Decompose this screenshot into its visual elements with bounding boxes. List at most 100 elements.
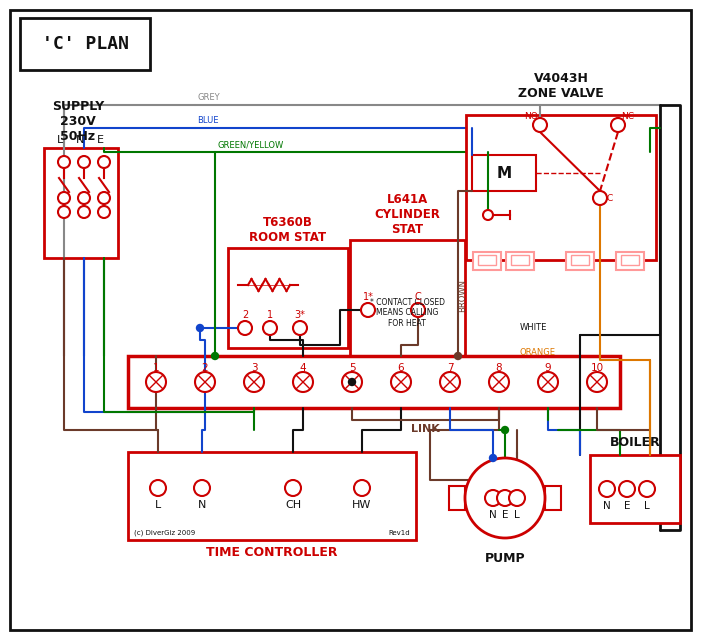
Text: E: E <box>624 501 630 511</box>
Text: E: E <box>96 135 103 145</box>
Text: 2: 2 <box>242 310 248 320</box>
Text: HW: HW <box>352 500 371 510</box>
Circle shape <box>78 192 90 204</box>
Text: 7: 7 <box>446 363 453 373</box>
Circle shape <box>98 206 110 218</box>
Text: 'C' PLAN: 'C' PLAN <box>41 35 128 53</box>
Text: 9: 9 <box>545 363 551 373</box>
Circle shape <box>293 372 313 392</box>
Text: L: L <box>57 135 63 145</box>
Text: TIME CONTROLLER: TIME CONTROLLER <box>206 546 338 559</box>
Bar <box>472 155 536 191</box>
Bar <box>621 255 639 265</box>
Circle shape <box>489 372 509 392</box>
Text: NC: NC <box>621 112 635 121</box>
Circle shape <box>489 454 496 462</box>
Text: T6360B
ROOM STAT: T6360B ROOM STAT <box>249 216 326 244</box>
Bar <box>128 356 620 408</box>
Circle shape <box>411 303 425 317</box>
Text: L: L <box>514 510 520 520</box>
Circle shape <box>58 156 70 168</box>
Circle shape <box>194 480 210 496</box>
Circle shape <box>58 206 70 218</box>
Text: GREEN/YELLOW: GREEN/YELLOW <box>217 140 283 149</box>
Circle shape <box>263 321 277 335</box>
Text: 3*: 3* <box>295 310 305 320</box>
Bar <box>616 252 644 270</box>
Circle shape <box>501 426 508 433</box>
Text: BOILER: BOILER <box>609 436 661 449</box>
Circle shape <box>599 481 615 497</box>
Circle shape <box>146 372 166 392</box>
Text: 10: 10 <box>590 363 604 373</box>
Circle shape <box>98 192 110 204</box>
Circle shape <box>354 480 370 496</box>
Circle shape <box>587 372 607 392</box>
Bar <box>590 455 680 523</box>
Circle shape <box>293 321 307 335</box>
Text: (c) DiverGiz 2009: (c) DiverGiz 2009 <box>134 529 195 536</box>
Text: 3: 3 <box>251 363 258 373</box>
Text: N: N <box>489 510 497 520</box>
Circle shape <box>195 372 215 392</box>
Text: L: L <box>644 501 650 511</box>
Circle shape <box>342 372 362 392</box>
Bar <box>566 252 594 270</box>
Circle shape <box>483 210 493 220</box>
Circle shape <box>497 490 513 506</box>
Text: C: C <box>607 194 613 203</box>
Bar <box>478 255 496 265</box>
Circle shape <box>98 156 110 168</box>
Text: 1: 1 <box>267 310 273 320</box>
Circle shape <box>593 191 607 205</box>
Bar <box>20 18 150 70</box>
Bar <box>449 486 465 510</box>
Text: BLUE: BLUE <box>197 116 218 125</box>
Text: SUPPLY
230V
50Hz: SUPPLY 230V 50Hz <box>52 100 104 143</box>
Circle shape <box>244 372 264 392</box>
Circle shape <box>78 156 90 168</box>
Circle shape <box>150 480 166 496</box>
Text: N: N <box>76 135 84 145</box>
Circle shape <box>211 353 218 360</box>
Text: 5: 5 <box>349 363 355 373</box>
Text: N: N <box>198 500 206 510</box>
Text: PUMP: PUMP <box>484 552 525 565</box>
Bar <box>511 255 529 265</box>
Text: E: E <box>502 510 508 520</box>
Bar <box>44 148 118 258</box>
Bar <box>466 115 656 260</box>
Text: NO: NO <box>524 112 538 121</box>
Bar <box>473 252 501 270</box>
Circle shape <box>538 372 558 392</box>
Circle shape <box>454 353 461 360</box>
Text: BROWN: BROWN <box>458 278 467 312</box>
Text: C: C <box>415 292 421 302</box>
Text: LINK: LINK <box>411 424 439 434</box>
Text: Rev1d: Rev1d <box>388 530 410 536</box>
Text: V4043H
ZONE VALVE: V4043H ZONE VALVE <box>518 72 604 100</box>
Text: CH: CH <box>285 500 301 510</box>
Circle shape <box>285 480 301 496</box>
Bar <box>228 248 348 348</box>
Circle shape <box>78 206 90 218</box>
Bar <box>350 240 465 358</box>
Bar <box>545 486 561 510</box>
Circle shape <box>197 324 204 331</box>
Circle shape <box>619 481 635 497</box>
Text: 1: 1 <box>153 363 159 373</box>
Text: ORANGE: ORANGE <box>520 348 556 357</box>
Text: WHITE: WHITE <box>520 323 548 332</box>
Text: 1*: 1* <box>362 292 373 302</box>
Circle shape <box>348 378 355 385</box>
Text: M: M <box>496 165 512 181</box>
Circle shape <box>440 372 460 392</box>
Text: * CONTACT CLOSED
MEANS CALLING
FOR HEAT: * CONTACT CLOSED MEANS CALLING FOR HEAT <box>369 298 444 328</box>
Text: L: L <box>155 500 161 510</box>
Circle shape <box>639 481 655 497</box>
Circle shape <box>465 458 545 538</box>
Text: 2: 2 <box>201 363 208 373</box>
Circle shape <box>611 118 625 132</box>
Text: 6: 6 <box>398 363 404 373</box>
Circle shape <box>58 192 70 204</box>
